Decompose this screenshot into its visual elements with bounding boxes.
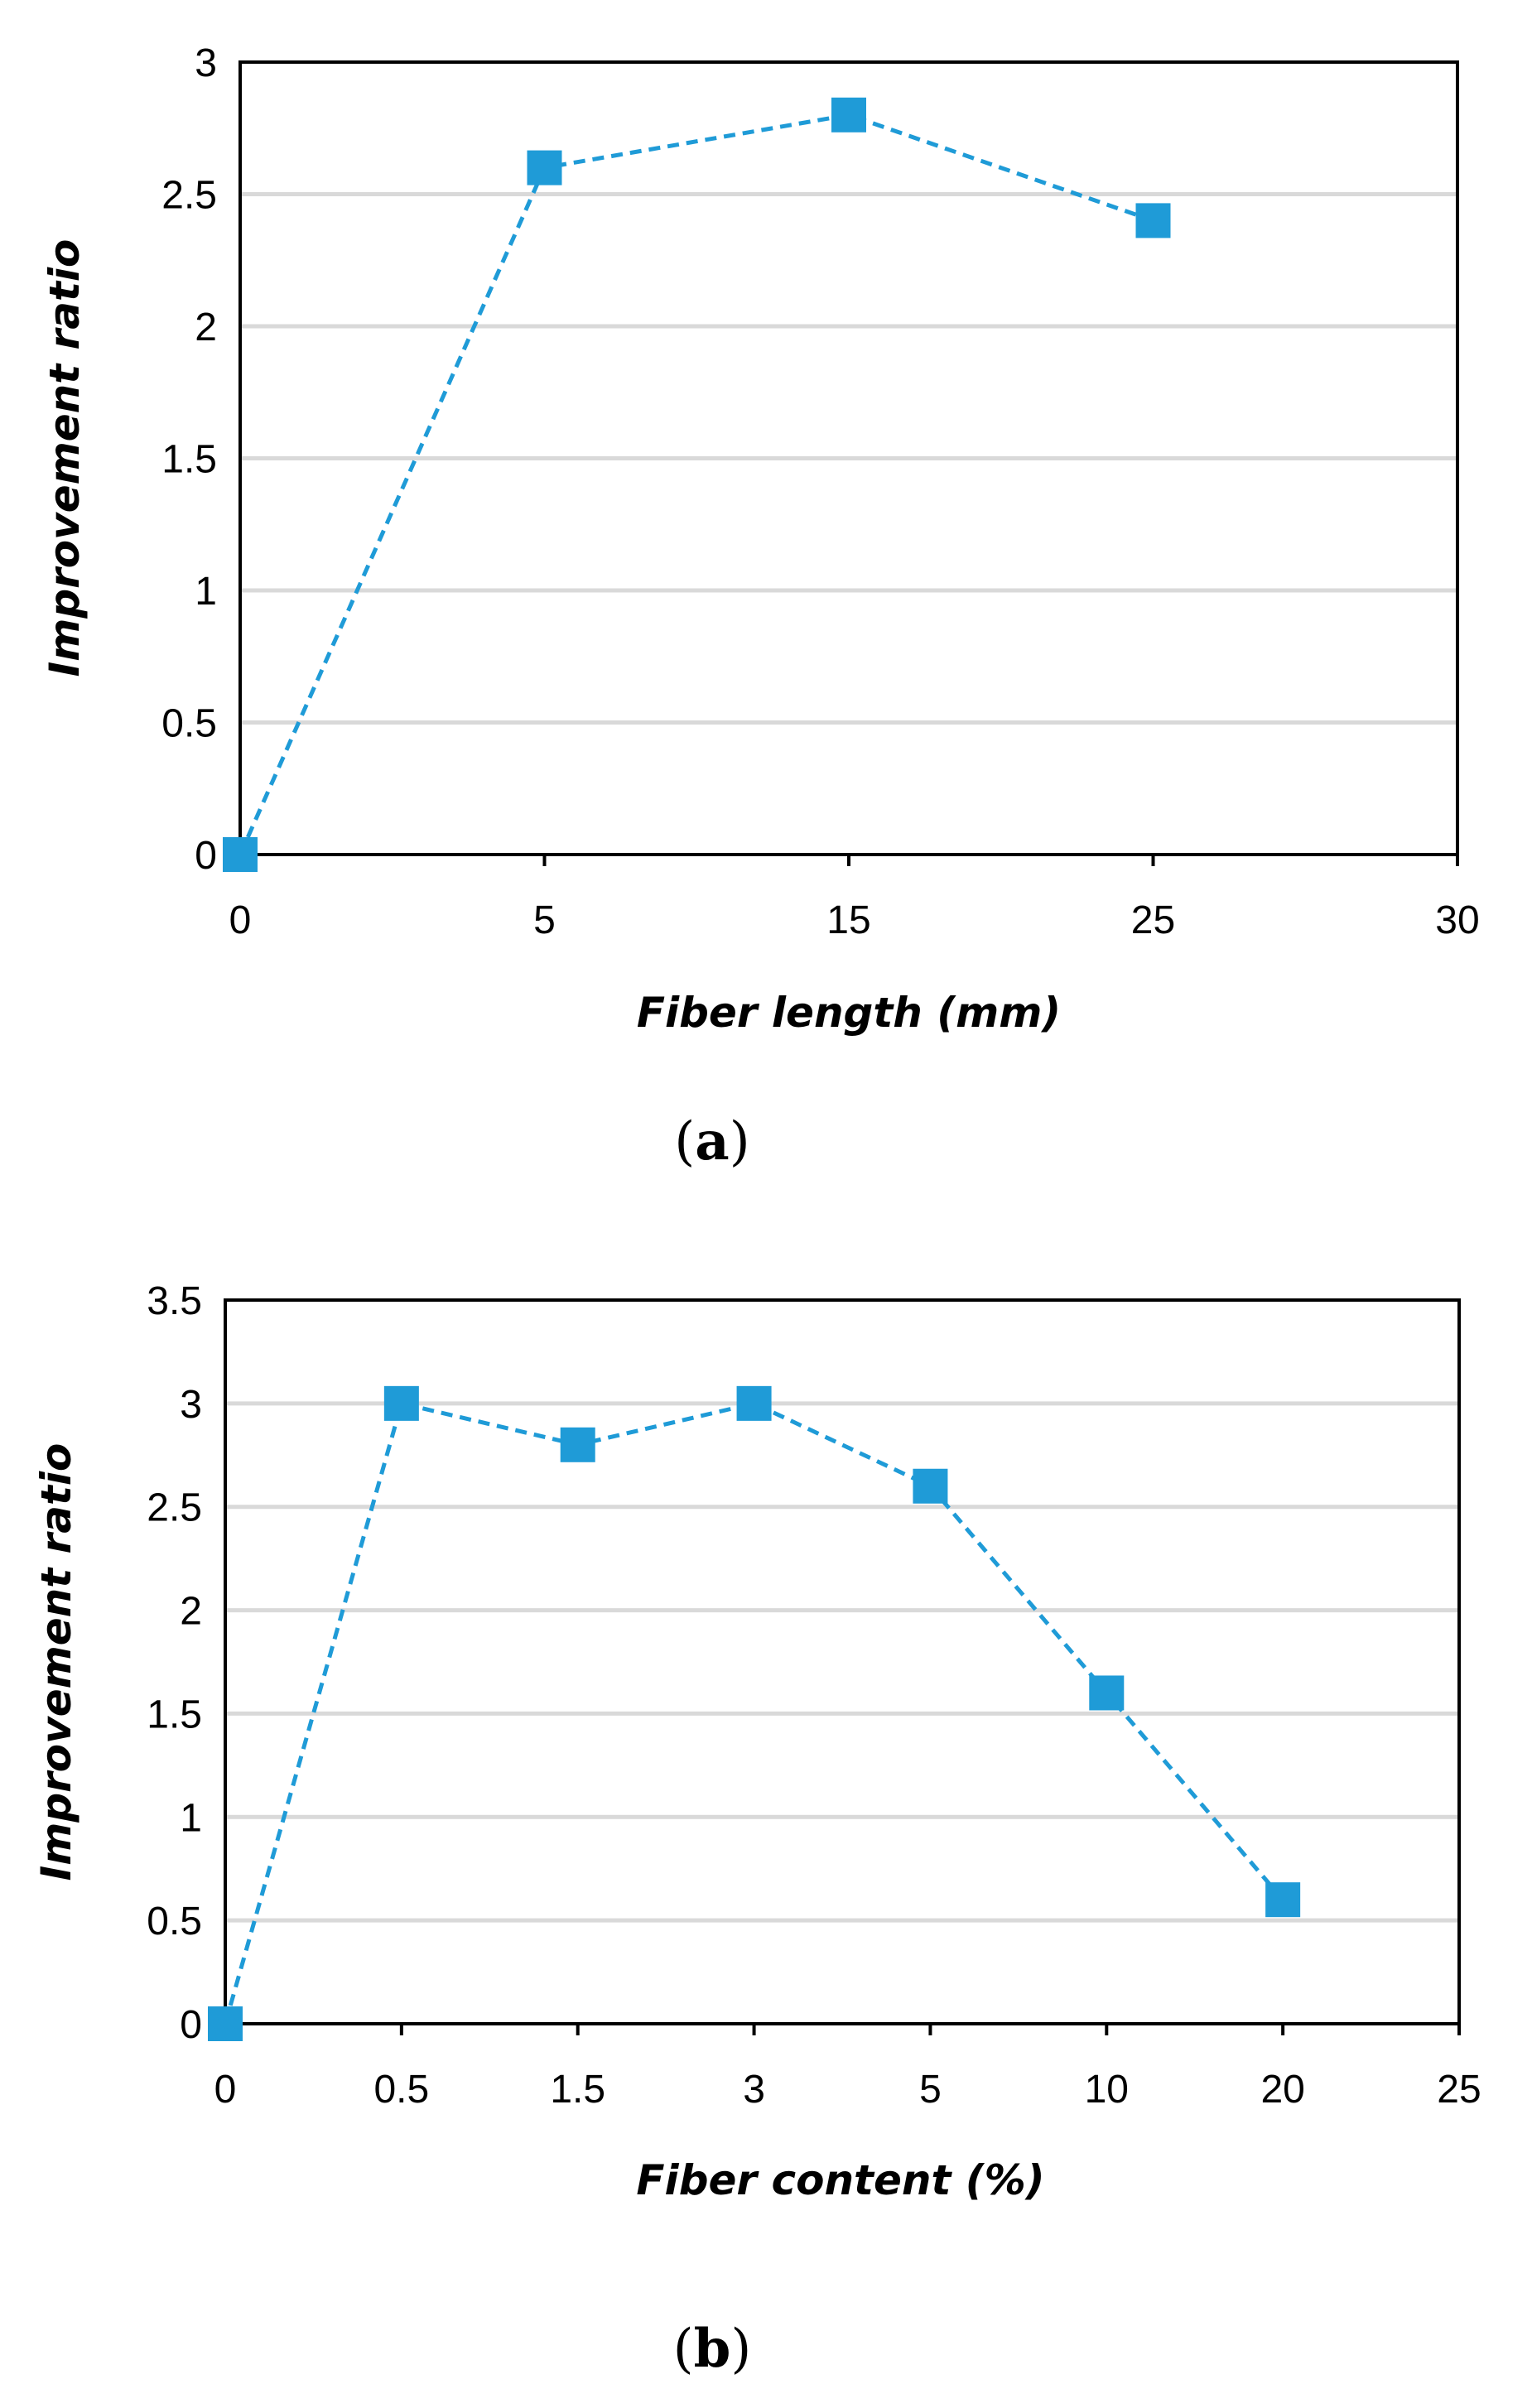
caption-a-label: a bbox=[695, 1110, 729, 1173]
x-tick-label-b: 10 bbox=[1085, 2068, 1129, 2112]
y-tick-label-b: 3.5 bbox=[147, 1279, 202, 1323]
y-axis-title-b: Improvement ratio bbox=[32, 1443, 80, 1881]
caption-b-label: b bbox=[694, 2318, 731, 2380]
y-tick-label-a: 3 bbox=[195, 41, 217, 85]
caption-b: (b) bbox=[673, 2318, 752, 2380]
x-tick-label-a: 15 bbox=[826, 898, 870, 942]
gridlines-b bbox=[225, 1401, 1459, 1923]
x-tick-label-b: 5 bbox=[919, 2068, 942, 2112]
data-point-a bbox=[831, 97, 866, 132]
series-a bbox=[223, 97, 1171, 872]
x-axis-title-b: Fiber content (%) bbox=[636, 2156, 1044, 2204]
y-tick-label-a: 1 bbox=[195, 570, 217, 614]
y-tick-label-a: 0 bbox=[195, 834, 217, 878]
x-tick-label-b: 0.5 bbox=[373, 2068, 429, 2112]
x-axis-title-a: Fiber length (mm) bbox=[637, 989, 1061, 1037]
x-tick-label-b: 0 bbox=[214, 2068, 237, 2112]
y-tick-label-a: 2.5 bbox=[161, 174, 217, 218]
series-line-a bbox=[238, 113, 1154, 856]
data-point-b bbox=[913, 1468, 948, 1504]
y-tick-label-a: 0.5 bbox=[161, 702, 217, 746]
y-ticks-b: 0 0.5 1 1.5 2 2.5 3 3.5 bbox=[147, 1279, 202, 2047]
chart-a: 0 0.5 1 1.5 2 2.5 3 0 5 15 25 30 Fiber length (mm)… bbox=[41, 41, 1480, 1173]
y-tick-label-b: 2.5 bbox=[147, 1486, 202, 1530]
caption-a: (a) bbox=[674, 1110, 749, 1173]
data-point-b bbox=[736, 1385, 772, 1421]
y-tick-label-b: 0.5 bbox=[147, 1900, 202, 1943]
data-point-b bbox=[1265, 1882, 1301, 1918]
x-tick-label-a: 0 bbox=[229, 898, 252, 942]
y-tick-label-b: 3 bbox=[180, 1383, 202, 1427]
data-point-a bbox=[527, 150, 562, 185]
chart-b: 0 0.5 1 1.5 2 2.5 3 3.5 0 0.5 1.5 3 5 10 20 25 Fiber c… bbox=[32, 1279, 1481, 2380]
x-ticks-a: 0 5 15 25 30 bbox=[229, 855, 1480, 942]
y-tick-label-b: 1 bbox=[180, 1796, 202, 1840]
y-tick-label-a: 2 bbox=[195, 306, 217, 349]
y-ticks-a: 0 0.5 1 1.5 2 2.5 3 bbox=[161, 41, 217, 878]
y-tick-label-a: 1.5 bbox=[161, 438, 217, 482]
x-ticks-b: 0 0.5 1.5 3 5 10 20 25 bbox=[214, 2024, 1481, 2112]
y-tick-label-b: 0 bbox=[180, 2003, 202, 2047]
data-point-b bbox=[383, 1385, 419, 1421]
y-axis-title-a: Improvement ratio bbox=[41, 239, 89, 677]
y-tick-label-b: 1.5 bbox=[147, 1693, 202, 1736]
y-tick-label-b: 2 bbox=[180, 1590, 202, 1634]
gridlines-a bbox=[240, 192, 1457, 725]
x-tick-label-b: 3 bbox=[743, 2068, 765, 2112]
data-point-a bbox=[223, 837, 258, 872]
x-tick-label-a: 5 bbox=[533, 898, 556, 942]
data-point-b bbox=[1089, 1675, 1125, 1711]
x-tick-label-a: 30 bbox=[1435, 898, 1479, 942]
x-tick-label-a: 25 bbox=[1131, 898, 1175, 942]
data-point-b bbox=[208, 2006, 243, 2041]
plot-frame-b bbox=[224, 1298, 1461, 2025]
series-b bbox=[208, 1385, 1301, 2041]
x-tick-label-b: 1.5 bbox=[550, 2068, 605, 2112]
data-point-a bbox=[1135, 203, 1171, 238]
data-point-b bbox=[560, 1427, 595, 1462]
x-tick-label-b: 25 bbox=[1437, 2068, 1481, 2112]
x-tick-label-b: 20 bbox=[1260, 2068, 1304, 2112]
